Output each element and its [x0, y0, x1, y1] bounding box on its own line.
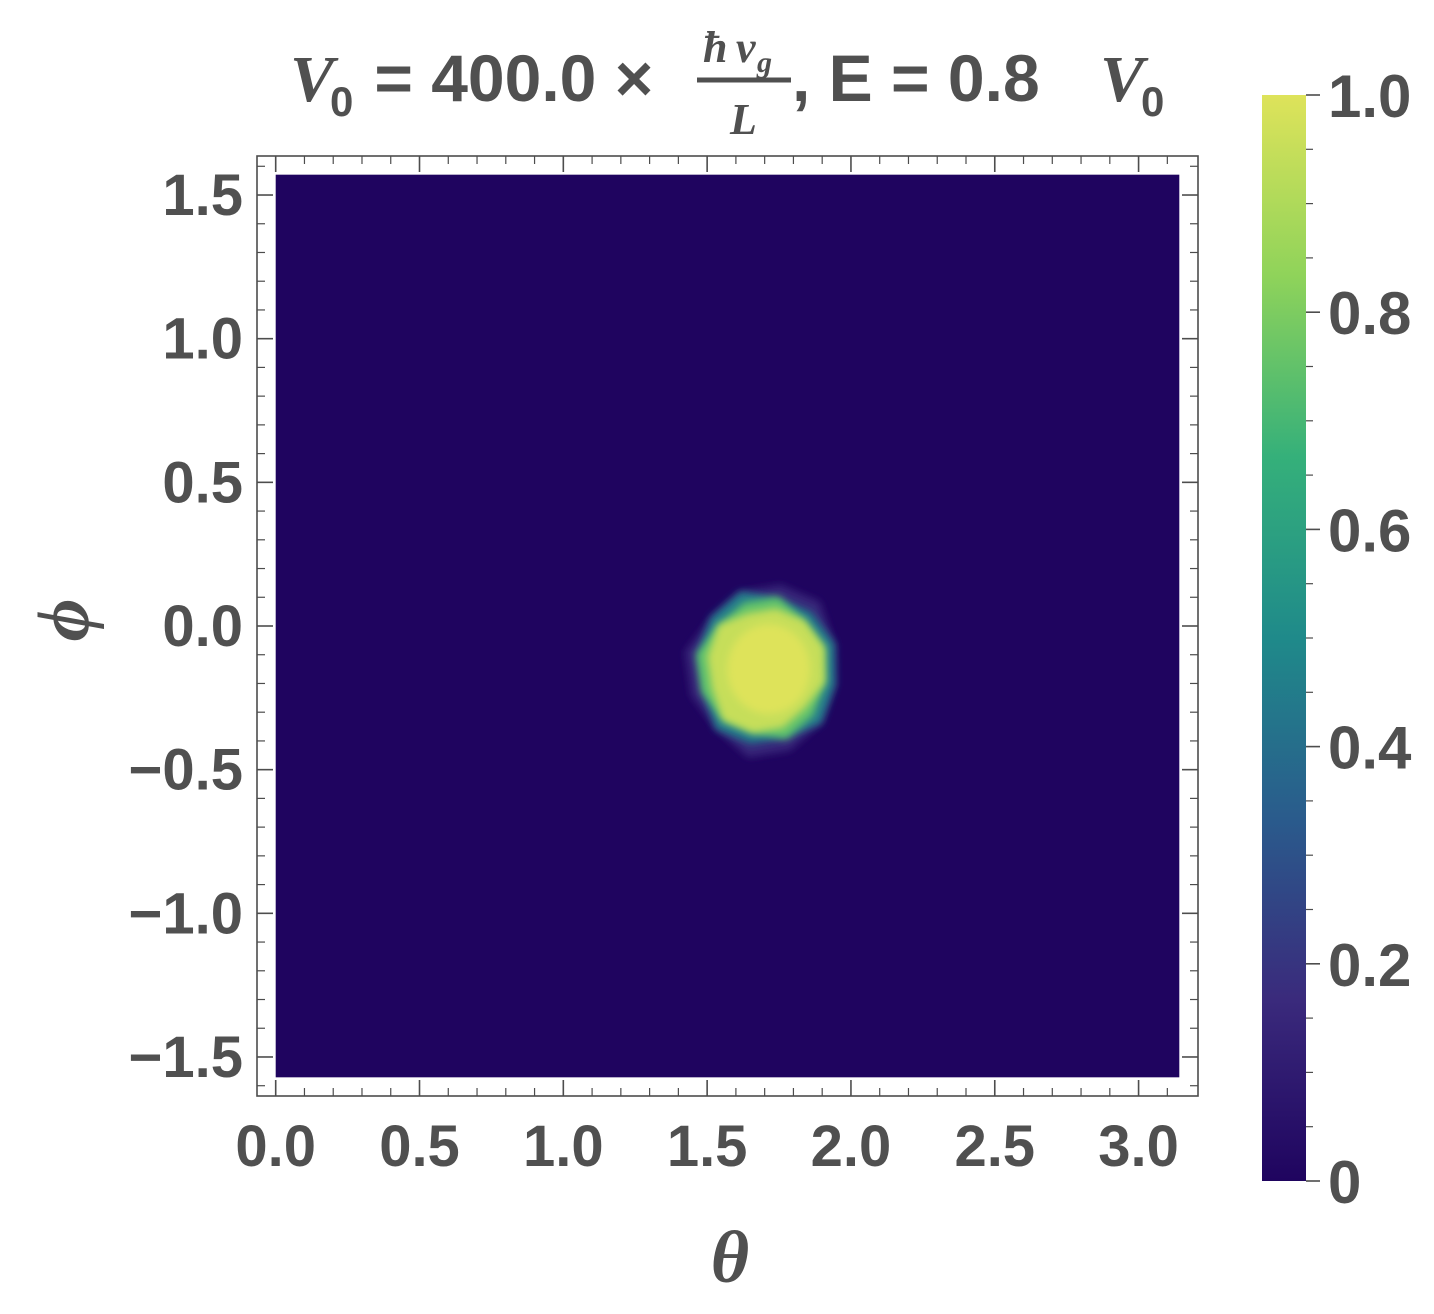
colorbar-tick-label: 0.2	[1328, 932, 1411, 999]
title-fraction-denominator: L	[729, 95, 757, 144]
y-tick-label: 0.5	[162, 450, 243, 515]
x-tick-label: 0.0	[235, 1114, 316, 1179]
x-tick-label: 1.0	[523, 1114, 604, 1179]
title-fraction-hbar: ħ	[703, 23, 727, 72]
colorbar-tick-label: 1.0	[1328, 63, 1411, 130]
title-energy-part: , E = 0.8	[792, 41, 1040, 115]
colorbar-ticks: 1.0 0.8 0.6 0.4 0.2 0	[1306, 63, 1412, 1216]
heatmap-spot-core	[727, 624, 811, 714]
y-axis: 1.5 1.0 0.5 0.0 −0.5 −1.0 −1.5	[129, 163, 1198, 1090]
colorbar-tick-label: 0.4	[1328, 715, 1412, 782]
y-tick-label: −1.5	[129, 1025, 244, 1090]
colorbar-tick-label: 0	[1328, 1149, 1361, 1216]
x-tick-label: 2.5	[954, 1114, 1035, 1179]
title-lhs-subscript: 0	[330, 78, 353, 125]
x-tick-label: 3.0	[1098, 1114, 1179, 1179]
x-tick-label: 0.5	[379, 1114, 460, 1179]
x-axis: 0.0 0.5 1.0 1.5 2.0 2.5 3.0	[235, 156, 1179, 1179]
y-tick-label: −1.0	[129, 881, 244, 946]
x-tick-label: 1.5	[667, 1114, 748, 1179]
heatmap-spot-layer	[685, 585, 836, 758]
y-tick-label: 0.0	[162, 594, 243, 659]
colorbar	[1262, 95, 1306, 1181]
title-lhs-symbol: V	[290, 43, 339, 116]
y-tick-label: −0.5	[129, 738, 244, 803]
title-fraction-sub: g	[756, 46, 772, 79]
chart-title: V 0 = 400.0 × ħ v g L , E = 0.8 V 0	[290, 23, 1164, 144]
title-energy-symbol: V	[1100, 43, 1149, 116]
title-equals-value: = 400.0 ×	[356, 41, 653, 115]
x-tick-label: 2.0	[811, 1114, 892, 1179]
title-energy-subscript: 0	[1141, 78, 1164, 125]
title-fraction-v: v	[736, 23, 756, 72]
x-axis-label: θ	[711, 1217, 749, 1299]
y-axis-label: ϕ	[23, 599, 105, 642]
colorbar-tick-label: 0.8	[1328, 280, 1411, 347]
y-tick-label: 1.5	[162, 163, 243, 228]
colorbar-tick-label: 0.6	[1328, 497, 1411, 564]
y-tick-label: 1.0	[162, 307, 243, 372]
